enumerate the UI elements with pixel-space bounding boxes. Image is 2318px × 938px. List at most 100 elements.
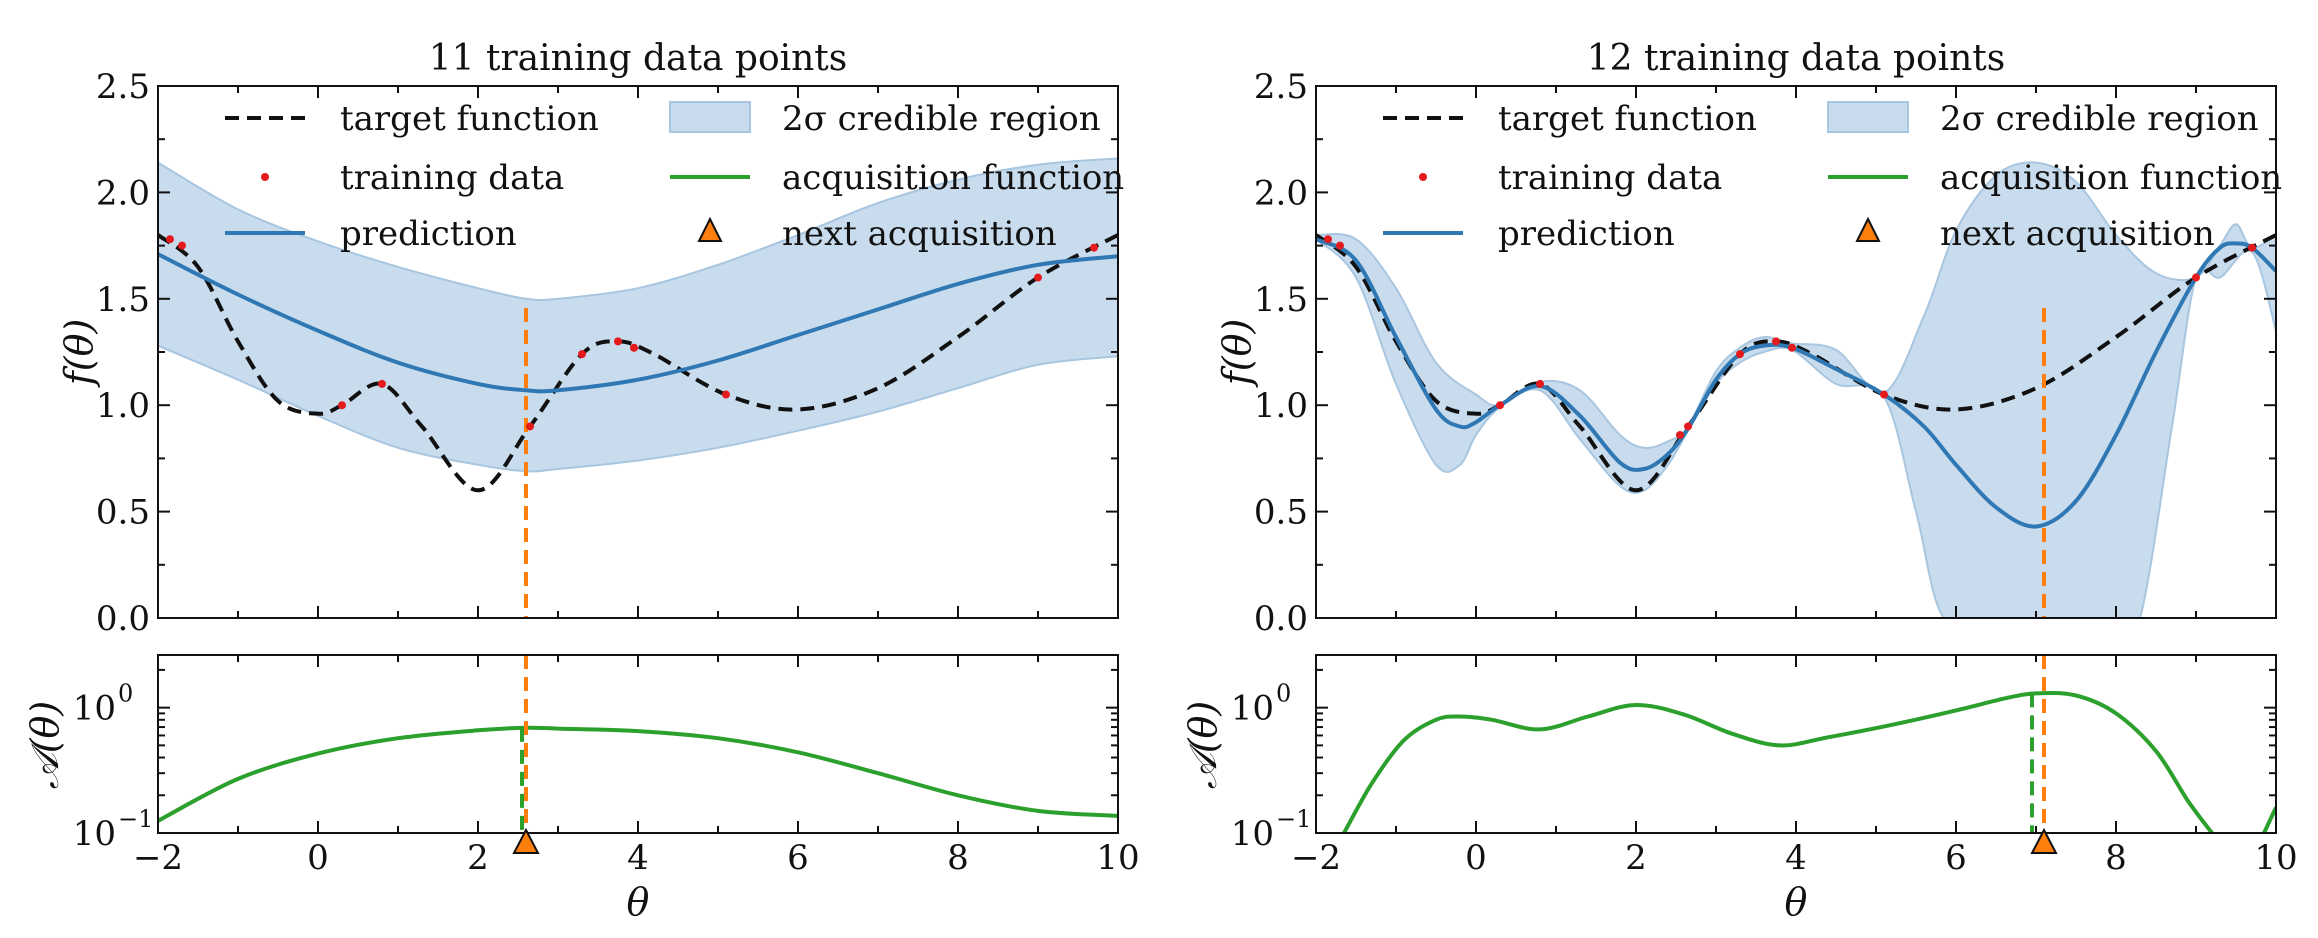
- y-tick-label: 2.5: [1254, 67, 1308, 107]
- y-axis-label-top: f(θ): [1215, 319, 1259, 389]
- legend-next-label: next acquisition: [782, 214, 1057, 254]
- training-points: [166, 235, 1098, 431]
- y-tick-label: 1.0: [96, 386, 150, 426]
- x-tick-label: 0: [1465, 838, 1487, 878]
- y-axis-label-bottom: 𝒜(θ): [1181, 701, 1225, 789]
- x-tick-label: 10: [1096, 838, 1139, 878]
- training-point: [1496, 401, 1504, 410]
- x-tick-label: −2: [1291, 838, 1341, 878]
- y-tick-label: 0.0: [96, 599, 150, 639]
- training-point: [1090, 243, 1098, 252]
- x-tick-label: 8: [947, 838, 969, 878]
- legend-band-label: 2σ credible region: [1940, 99, 2259, 139]
- panel-title: 11 training data points: [429, 38, 848, 79]
- training-point: [1772, 337, 1780, 346]
- legend-acquisition-label: acquisition function: [1940, 158, 2282, 198]
- training-point: [578, 350, 586, 359]
- y-tick-label: 1.5: [96, 280, 150, 320]
- acquisition-function-tail: [2262, 806, 2276, 833]
- x-tick-label: 4: [627, 838, 649, 878]
- training-point: [1880, 390, 1888, 399]
- y-tick-label: 10: [73, 689, 116, 729]
- legend-training-label: training data: [340, 158, 564, 198]
- training-point: [1788, 343, 1796, 352]
- legend-next-label: next acquisition: [1940, 214, 2215, 254]
- acquisition-function-line: [158, 725, 1118, 823]
- training-point: [526, 422, 534, 431]
- y-tick-label: 10: [1231, 689, 1274, 729]
- y-tick-label: 1.0: [1254, 386, 1308, 426]
- legend: target function training data prediction…: [225, 99, 1124, 254]
- panel-right: 12 training data points 0.0 0.5 1.0 1.5 2.0 2…: [1181, 38, 2298, 924]
- prediction-line: [158, 252, 1118, 394]
- x-tick-label: 0: [307, 838, 329, 878]
- next-acquisition-triangle: [512, 827, 540, 854]
- y-tick-label: 0.5: [1254, 493, 1308, 533]
- axes-frame: [157, 654, 1119, 834]
- y-tick-label: 0.0: [1254, 599, 1308, 639]
- panel-title: 12 training data points: [1587, 38, 2006, 79]
- x-ticks-top: [157, 86, 1119, 618]
- next-acquisition-triangle: [2030, 827, 2058, 854]
- training-point: [1684, 422, 1692, 431]
- legend: target function training data prediction…: [1383, 99, 2282, 254]
- legend-training-swatch: [261, 173, 269, 181]
- training-point: [338, 401, 346, 410]
- legend-target-label: target function: [340, 99, 599, 139]
- target-function-line: [158, 233, 1118, 493]
- training-point: [1034, 273, 1042, 282]
- legend-training-label: training data: [1498, 158, 1722, 198]
- y-axis-label-bottom: 𝒜(θ): [23, 701, 67, 789]
- training-point: [1336, 241, 1344, 250]
- x-axis-label: θ: [627, 880, 650, 924]
- y-tick-exponent: −1: [1276, 805, 1311, 833]
- x-tick-label: 6: [1945, 838, 1967, 878]
- legend-band-swatch: [1827, 101, 1909, 133]
- y-tick-label: 2.0: [1254, 173, 1308, 213]
- x-tick-label: 4: [1785, 838, 1807, 878]
- y-tick-label: 1.5: [1254, 280, 1308, 320]
- training-point: [1536, 379, 1544, 388]
- y-tick-exponent: 0: [1276, 680, 1291, 708]
- training-point: [166, 235, 174, 244]
- y-ticks-top: 0.0 0.5 1.0 1.5 2.0 2.5: [1254, 67, 2276, 639]
- legend-training-swatch: [1419, 173, 1427, 181]
- legend-band-label: 2σ credible region: [782, 99, 1101, 139]
- top-axes: 0.0 0.5 1.0 1.5 2.0 2.5 f(θ) target function …: [57, 67, 1124, 639]
- training-point: [178, 241, 186, 250]
- y-tick-label: 2.5: [96, 67, 150, 107]
- legend-next-swatch: [1855, 216, 1881, 242]
- training-point: [2248, 243, 2256, 252]
- x-ticks-bottom: −2 0 2 4 6 8 10: [133, 655, 1140, 878]
- training-point: [378, 379, 386, 388]
- y-tick-label: 10: [1231, 814, 1274, 854]
- x-tick-label: 8: [2105, 838, 2127, 878]
- training-point: [630, 343, 638, 352]
- y-tick-label: 2.0: [96, 173, 150, 213]
- x-tick-label: 10: [2254, 838, 2297, 878]
- y-tick-label: 10: [73, 814, 116, 854]
- x-tick-label: 6: [787, 838, 809, 878]
- x-ticks-top: [1315, 86, 2277, 618]
- legend-prediction-label: prediction: [1498, 214, 1675, 254]
- x-tick-label: 2: [467, 838, 489, 878]
- legend-target-label: target function: [1498, 99, 1757, 139]
- x-ticks-bottom: −2 0 2 4 6 8 10: [1291, 655, 2298, 878]
- x-axis-label: θ: [1785, 880, 1808, 924]
- credible-band: [158, 157, 1118, 473]
- training-point: [1324, 235, 1332, 244]
- y-tick-exponent: −1: [118, 805, 153, 833]
- y-axis-label-top: f(θ): [57, 319, 101, 389]
- training-point: [722, 390, 730, 399]
- training-point: [2192, 273, 2200, 282]
- prediction-line: [1316, 237, 2276, 529]
- training-point: [1676, 430, 1684, 439]
- legend-band-swatch: [669, 101, 751, 133]
- training-point: [614, 337, 622, 346]
- x-tick-label: −2: [133, 838, 183, 878]
- y-tick-label: 0.5: [96, 493, 150, 533]
